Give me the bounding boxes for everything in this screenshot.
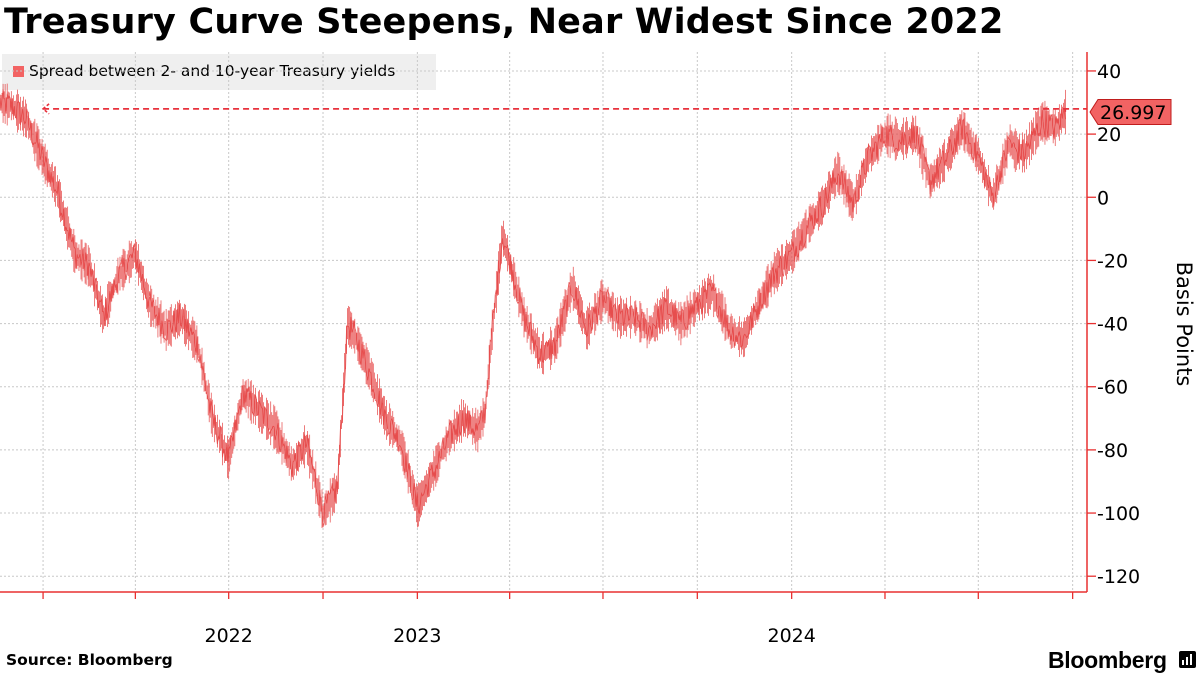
x-year-label: 2023: [393, 625, 441, 647]
y-tick-label: -80: [1097, 440, 1128, 462]
bloomberg-terminal-icon: [1179, 651, 1196, 668]
reference-layer: [41, 103, 1087, 115]
y-tick-label: -60: [1097, 377, 1128, 399]
callout-layer: 26.997: [1089, 99, 1172, 126]
grid-lines: [0, 52, 1087, 592]
reference-arrow: [41, 103, 50, 115]
y-tick-label: 20: [1097, 124, 1121, 146]
y-tick-label: 40: [1097, 61, 1121, 83]
last-value-label: 26.997: [1100, 102, 1166, 124]
x-year-label: 2022: [205, 625, 253, 647]
y-tick-label: -40: [1097, 314, 1128, 336]
chart-title: Treasury Curve Steepens, Near Widest Sin…: [4, 2, 1004, 42]
y-tick-label: -100: [1097, 503, 1140, 525]
y-tick-label: -20: [1097, 250, 1128, 272]
series-line: [0, 89, 1066, 528]
last-value-callout: [1089, 99, 1172, 126]
legend-swatch: [13, 66, 24, 77]
axis-layer: 40 20 0 -20 -40 -60 -80 -100 -120 2022 2023 2024: [0, 52, 1140, 647]
source-note: Source: Bloomberg: [6, 651, 173, 669]
series-layer: [0, 83, 1066, 529]
x-year-label: 2024: [767, 625, 815, 647]
bloomberg-logo: Bloomberg: [1048, 647, 1167, 673]
y-tick-label: -120: [1097, 566, 1140, 588]
y-axis-title: Basis Points: [1172, 261, 1196, 387]
y-tick-label: 0: [1097, 187, 1109, 209]
